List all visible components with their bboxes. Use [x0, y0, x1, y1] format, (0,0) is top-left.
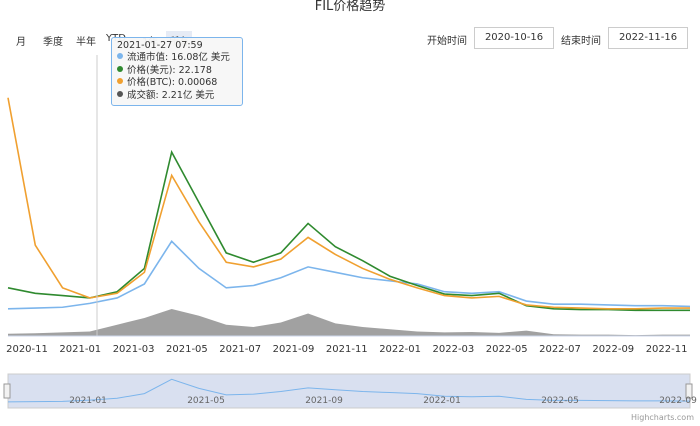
navigator-handle-right	[685, 383, 693, 399]
series-line-market-cap	[7, 240, 691, 310]
range-button-half-year[interactable]: 半年	[76, 37, 96, 48]
legend-dot-icon	[117, 53, 123, 59]
x-tick-label: 2021-05	[166, 344, 208, 355]
navigator-tick-label: 2021-05	[187, 396, 225, 406]
legend-dot-icon	[117, 78, 123, 84]
x-tick-label: 2021-03	[113, 344, 155, 355]
end-date-input[interactable]: 2022-11-16	[608, 27, 688, 49]
end-date-label: 结束时间	[561, 36, 601, 47]
navigator-handle-left	[3, 383, 11, 399]
x-tick-label: 2022-05	[486, 344, 528, 355]
navigator[interactable]: 2021-01 2021-05 2021-09 2022-01 2022-05 2022-…	[3, 373, 697, 409]
x-tick-label: 2021-09	[273, 344, 315, 355]
tooltip-row-market-cap: 流通市值: 16.08亿 美元	[117, 52, 237, 65]
x-tick-label: 2021-11	[326, 344, 368, 355]
x-tick-label: 2022-03	[433, 344, 475, 355]
x-tick-label: 2021-07	[219, 344, 261, 355]
legend-dot-icon	[117, 65, 123, 72]
credit-link[interactable]: Highcharts.com	[631, 413, 694, 422]
series-line-price-btc	[7, 97, 690, 310]
tooltip-row-price-btc: 价格(BTC): 0.00068	[117, 77, 237, 90]
navigator-tick-label: 2022-09	[659, 396, 697, 406]
range-button-quarter[interactable]: 季度	[43, 37, 63, 48]
x-tick-label: 2022-11	[646, 344, 688, 355]
legend-dot-icon	[117, 90, 123, 97]
navigator-tick-label: 2021-01	[69, 396, 107, 406]
chart-title: FIL价格趋势	[314, 0, 386, 14]
x-tick-label: 2022-07	[539, 344, 581, 355]
tooltip: 2021-01-27 07:59 流通市值: 16.08亿 美元 价格(美元):…	[111, 37, 243, 106]
x-tick-label: 2021-01	[59, 344, 101, 355]
range-button-month[interactable]: 月	[16, 37, 26, 48]
series-line-price-usd	[7, 149, 690, 312]
start-date-label: 开始时间	[427, 36, 467, 47]
navigator-tick-label: 2022-05	[541, 396, 579, 406]
tooltip-row-price-usd: 价格(美元): 22.178	[117, 65, 237, 78]
x-tick-label: 2020-11	[6, 344, 48, 355]
navigator-series	[7, 378, 691, 403]
tooltip-row-volume: 成交额: 2.21亿 美元	[117, 90, 237, 103]
start-date-input[interactable]: 2020-10-16	[474, 27, 554, 49]
navigator-tick-label: 2021-09	[305, 396, 343, 406]
x-tick-label: 2022-01	[379, 344, 421, 355]
tooltip-date: 2021-01-27 07:59	[117, 40, 203, 51]
volume-area	[8, 309, 690, 336]
navigator-tick-label: 2022-01	[423, 396, 461, 406]
x-tick-label: 2022-09	[592, 344, 634, 355]
